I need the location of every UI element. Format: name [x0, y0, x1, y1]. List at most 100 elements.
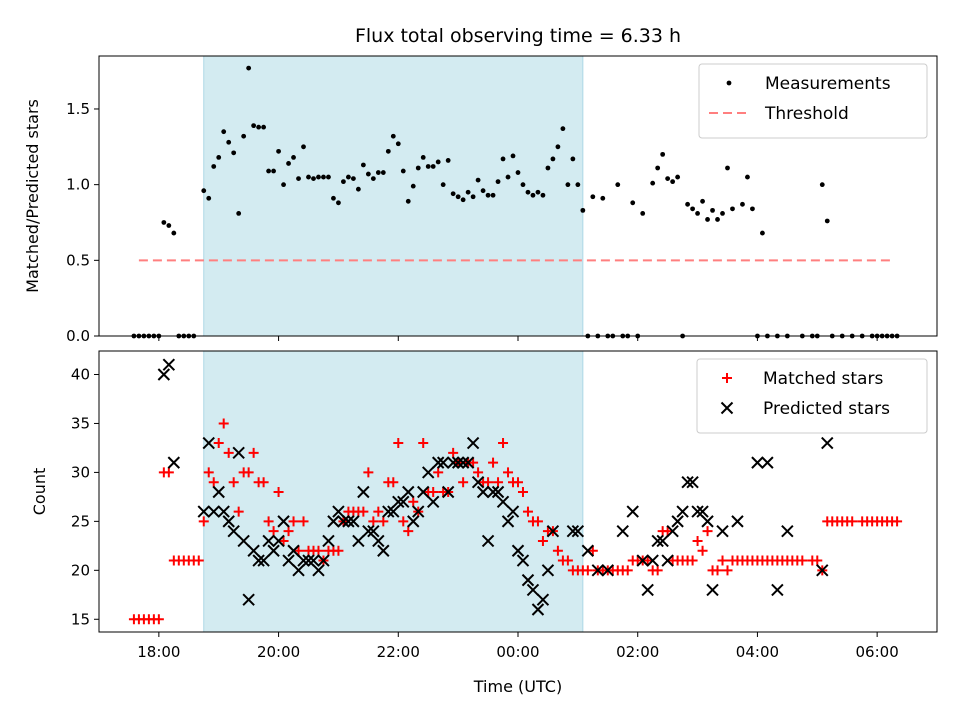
data-point: [701, 515, 714, 528]
data-point: [257, 554, 270, 567]
data-point: [745, 174, 750, 180]
data-point: [491, 485, 505, 499]
data-point: [267, 544, 280, 557]
data-point: [710, 207, 715, 213]
legend-marker: [720, 401, 734, 415]
data-point: [781, 524, 794, 538]
data-point: [342, 515, 355, 528]
data-point: [622, 565, 633, 576]
data-point: [346, 174, 351, 180]
data-point: [466, 436, 480, 450]
data-point: [503, 467, 514, 478]
data-point: [261, 124, 267, 130]
data-point: [251, 123, 257, 129]
data-point: [296, 176, 301, 181]
data-point: [555, 144, 561, 150]
data-point: [571, 524, 585, 538]
y-axis-label: Count: [30, 468, 49, 516]
legend-label: Predicted stars: [763, 399, 890, 419]
data-point: [587, 545, 598, 556]
data-point: [545, 165, 551, 171]
data-point: [193, 555, 204, 566]
observing-window-span: [203, 55, 584, 337]
data-point: [355, 186, 361, 192]
data-point: [378, 516, 389, 527]
data-point: [642, 555, 653, 566]
data-point: [641, 583, 654, 597]
data-point: [566, 524, 580, 538]
legend-label: Threshold: [764, 104, 849, 124]
data-point: [650, 180, 656, 186]
data-point: [161, 220, 167, 225]
data-point: [465, 189, 471, 195]
data-point: [536, 593, 550, 606]
data-point: [231, 150, 237, 156]
data-point: [731, 515, 744, 528]
data-point: [540, 192, 546, 198]
data-point: [292, 564, 305, 577]
legend: Matched stars Predicted stars: [696, 358, 928, 434]
data-point: [812, 555, 823, 566]
data-point: [327, 515, 340, 528]
y-tick-label: 1.0: [66, 176, 90, 194]
data-point: [490, 192, 496, 198]
series-predicted-stars: [157, 358, 834, 616]
data-point: [236, 211, 242, 216]
data-point: [400, 168, 406, 174]
data-point: [526, 583, 540, 597]
data-point: [223, 447, 234, 458]
x-tick-label: 00:00: [496, 643, 539, 661]
data-point: [392, 495, 405, 508]
data-point: [166, 223, 172, 228]
data-point: [390, 133, 396, 139]
data-point: [690, 206, 695, 212]
data-point: [262, 534, 275, 548]
data-point: [420, 155, 426, 160]
data-point: [412, 505, 425, 518]
data-point: [370, 176, 376, 181]
data-point: [771, 583, 784, 597]
data-point: [493, 477, 504, 488]
data-point: [591, 564, 605, 577]
data-point: [368, 516, 379, 527]
data-point: [582, 565, 593, 576]
data-point: [706, 583, 719, 597]
data-point: [418, 438, 429, 449]
data-point: [695, 211, 700, 216]
data-point: [268, 526, 279, 537]
data-point: [367, 524, 380, 538]
x-axis-label: Time (UTC): [473, 677, 562, 696]
data-point: [232, 446, 245, 460]
data-point: [546, 524, 560, 538]
data-point: [202, 436, 215, 450]
data-point: [333, 545, 344, 556]
data-point: [441, 485, 455, 499]
data-point: [431, 456, 445, 469]
data-point: [532, 516, 543, 527]
data-point: [291, 155, 296, 160]
data-point: [445, 158, 451, 163]
data-point: [821, 436, 834, 450]
data-point: [525, 189, 531, 195]
y-tick-label: 0.0: [66, 327, 90, 345]
data-point: [537, 535, 548, 546]
data-point: [163, 467, 174, 478]
data-point: [565, 182, 571, 188]
data-point: [715, 217, 720, 222]
data-point: [350, 176, 356, 181]
data-point: [306, 174, 311, 180]
data-point: [570, 156, 576, 162]
data-point: [521, 573, 535, 587]
data-point: [271, 168, 276, 174]
data-point: [405, 198, 411, 204]
data-point: [331, 195, 336, 201]
data-point: [422, 466, 435, 479]
data-point: [691, 505, 704, 518]
data-point: [241, 133, 247, 139]
data-point: [751, 456, 764, 469]
data-point: [660, 151, 666, 157]
data-point: [162, 358, 176, 371]
data-point: [522, 506, 533, 517]
data-point: [516, 554, 530, 567]
data-point: [258, 477, 269, 488]
